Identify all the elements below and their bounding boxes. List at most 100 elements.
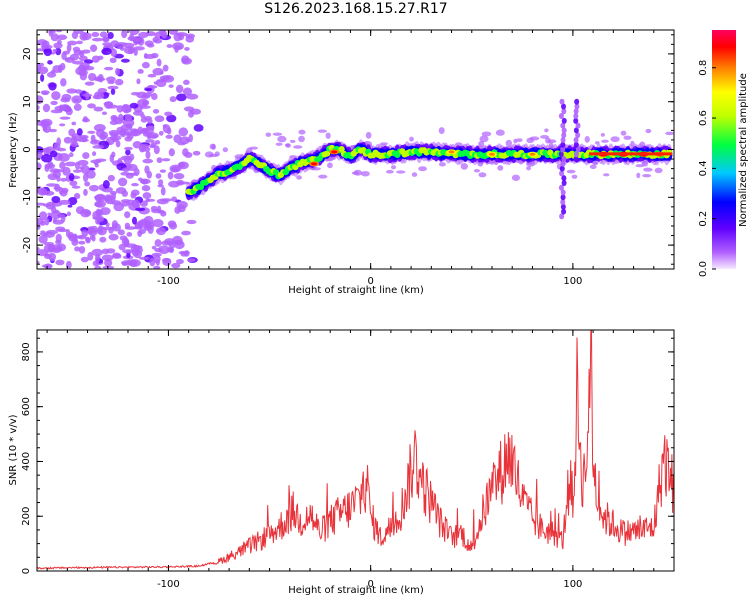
- noise-blob: [325, 132, 331, 139]
- spectrogram-y-label: Frequency (Hz): [8, 112, 19, 188]
- noise-blob: [93, 106, 104, 112]
- noise-blob: [55, 259, 65, 266]
- noise-blob: [102, 42, 113, 47]
- peak-band-cell: [603, 152, 607, 156]
- noise-blob: [108, 226, 114, 234]
- y-tick-label: 10: [22, 95, 33, 108]
- peak-band-cell: [647, 152, 651, 156]
- noise-blob: [136, 78, 141, 85]
- peak-band-cell: [593, 152, 597, 156]
- noise-blob: [181, 230, 191, 236]
- noise-blob: [161, 158, 171, 162]
- noise-blob: [64, 161, 77, 167]
- noise-blob: [94, 194, 106, 200]
- noise-blob: [318, 174, 328, 179]
- noise-blob: [152, 219, 164, 228]
- noise-blob: [173, 134, 182, 144]
- noise-blob: [438, 162, 446, 167]
- peak-band-cell: [627, 152, 631, 156]
- noise-blob: [121, 30, 128, 39]
- noise-blob: [140, 178, 149, 185]
- y-tick-label: 0: [21, 568, 32, 574]
- noise-blob: [547, 139, 557, 144]
- noise-blob: [76, 128, 83, 136]
- noise-blob: [81, 229, 89, 237]
- colorbar-tick-label: 0.4: [698, 160, 709, 176]
- colorbar-label: Normalized spectral amplitude: [738, 73, 749, 227]
- noise-blob: [97, 215, 105, 222]
- noise-blob: [130, 244, 140, 253]
- noise-blob: [137, 68, 144, 74]
- noise-blob: [56, 34, 68, 40]
- peak-band-cell: [598, 152, 602, 156]
- noise-blob: [182, 148, 189, 157]
- peak-band-cell: [654, 152, 658, 156]
- peak-core: [331, 150, 338, 154]
- noise-blob: [162, 64, 169, 72]
- noise-blob: [51, 195, 61, 203]
- noise-blob: [70, 141, 79, 148]
- noise-blob: [96, 128, 105, 138]
- noise-blob: [180, 251, 188, 257]
- noise-blob: [50, 100, 58, 106]
- noise-blob: [110, 134, 122, 141]
- noise-blob: [289, 139, 296, 143]
- noise-blob: [126, 252, 131, 259]
- noise-blob: [146, 170, 153, 179]
- peak-core: [489, 152, 495, 156]
- noise-blob: [92, 145, 105, 149]
- peak-band-cell: [657, 152, 661, 156]
- noise-blob: [39, 211, 48, 221]
- noise-blob: [111, 220, 118, 229]
- noise-blob: [141, 61, 150, 69]
- noise-blob: [151, 252, 162, 257]
- noise-blob: [380, 142, 389, 146]
- noise-blob: [418, 166, 427, 172]
- x-tick-label: 100: [563, 276, 582, 287]
- streak-cell: [559, 170, 565, 177]
- noise-blob: [167, 171, 174, 180]
- noise-blob: [132, 226, 143, 230]
- colorbar-tick-label: 0.6: [698, 110, 709, 126]
- noise-blob: [222, 147, 229, 153]
- noise-blob: [111, 151, 116, 158]
- y-tick-label: 400: [21, 452, 32, 471]
- peak-band-cell: [610, 152, 614, 156]
- noise-blob: [43, 47, 52, 57]
- noise-blob: [37, 105, 40, 111]
- noise-blob: [90, 44, 98, 52]
- noise-blob: [110, 40, 119, 47]
- noise-blob: [74, 246, 80, 252]
- noise-blob: [109, 57, 117, 64]
- colorbar-ticks: 0.0 0.2 0.4 0.6 0.8: [698, 60, 716, 277]
- noise-blob: [109, 190, 117, 196]
- noise-blob: [495, 129, 505, 136]
- noise-blob: [46, 164, 53, 169]
- streak-cell: [575, 146, 581, 153]
- noise-blob: [600, 132, 605, 137]
- noise-blob: [153, 145, 160, 155]
- noise-blob: [120, 47, 125, 51]
- noise-blob: [115, 187, 127, 194]
- noise-blob: [118, 113, 124, 123]
- noise-blob: [73, 103, 82, 111]
- noise-blob: [158, 179, 164, 186]
- noise-blob: [46, 229, 58, 235]
- snr-x-ticks: -100 0 100: [46, 330, 675, 590]
- noise-blob: [44, 217, 50, 226]
- noise-blob: [275, 142, 283, 146]
- noise-blob: [147, 73, 157, 78]
- noise-blob: [296, 175, 302, 180]
- noise-blob: [131, 199, 140, 208]
- peak-core: [448, 150, 455, 154]
- noise-blob: [40, 74, 45, 82]
- streak-cell: [573, 156, 579, 163]
- noise-blob: [69, 180, 78, 187]
- noise-blob: [87, 130, 96, 134]
- noise-blob: [192, 150, 201, 156]
- noise-blob: [55, 30, 63, 33]
- noise-blob: [53, 186, 62, 190]
- noise-blob: [101, 186, 114, 193]
- peak-band-cell: [591, 152, 595, 156]
